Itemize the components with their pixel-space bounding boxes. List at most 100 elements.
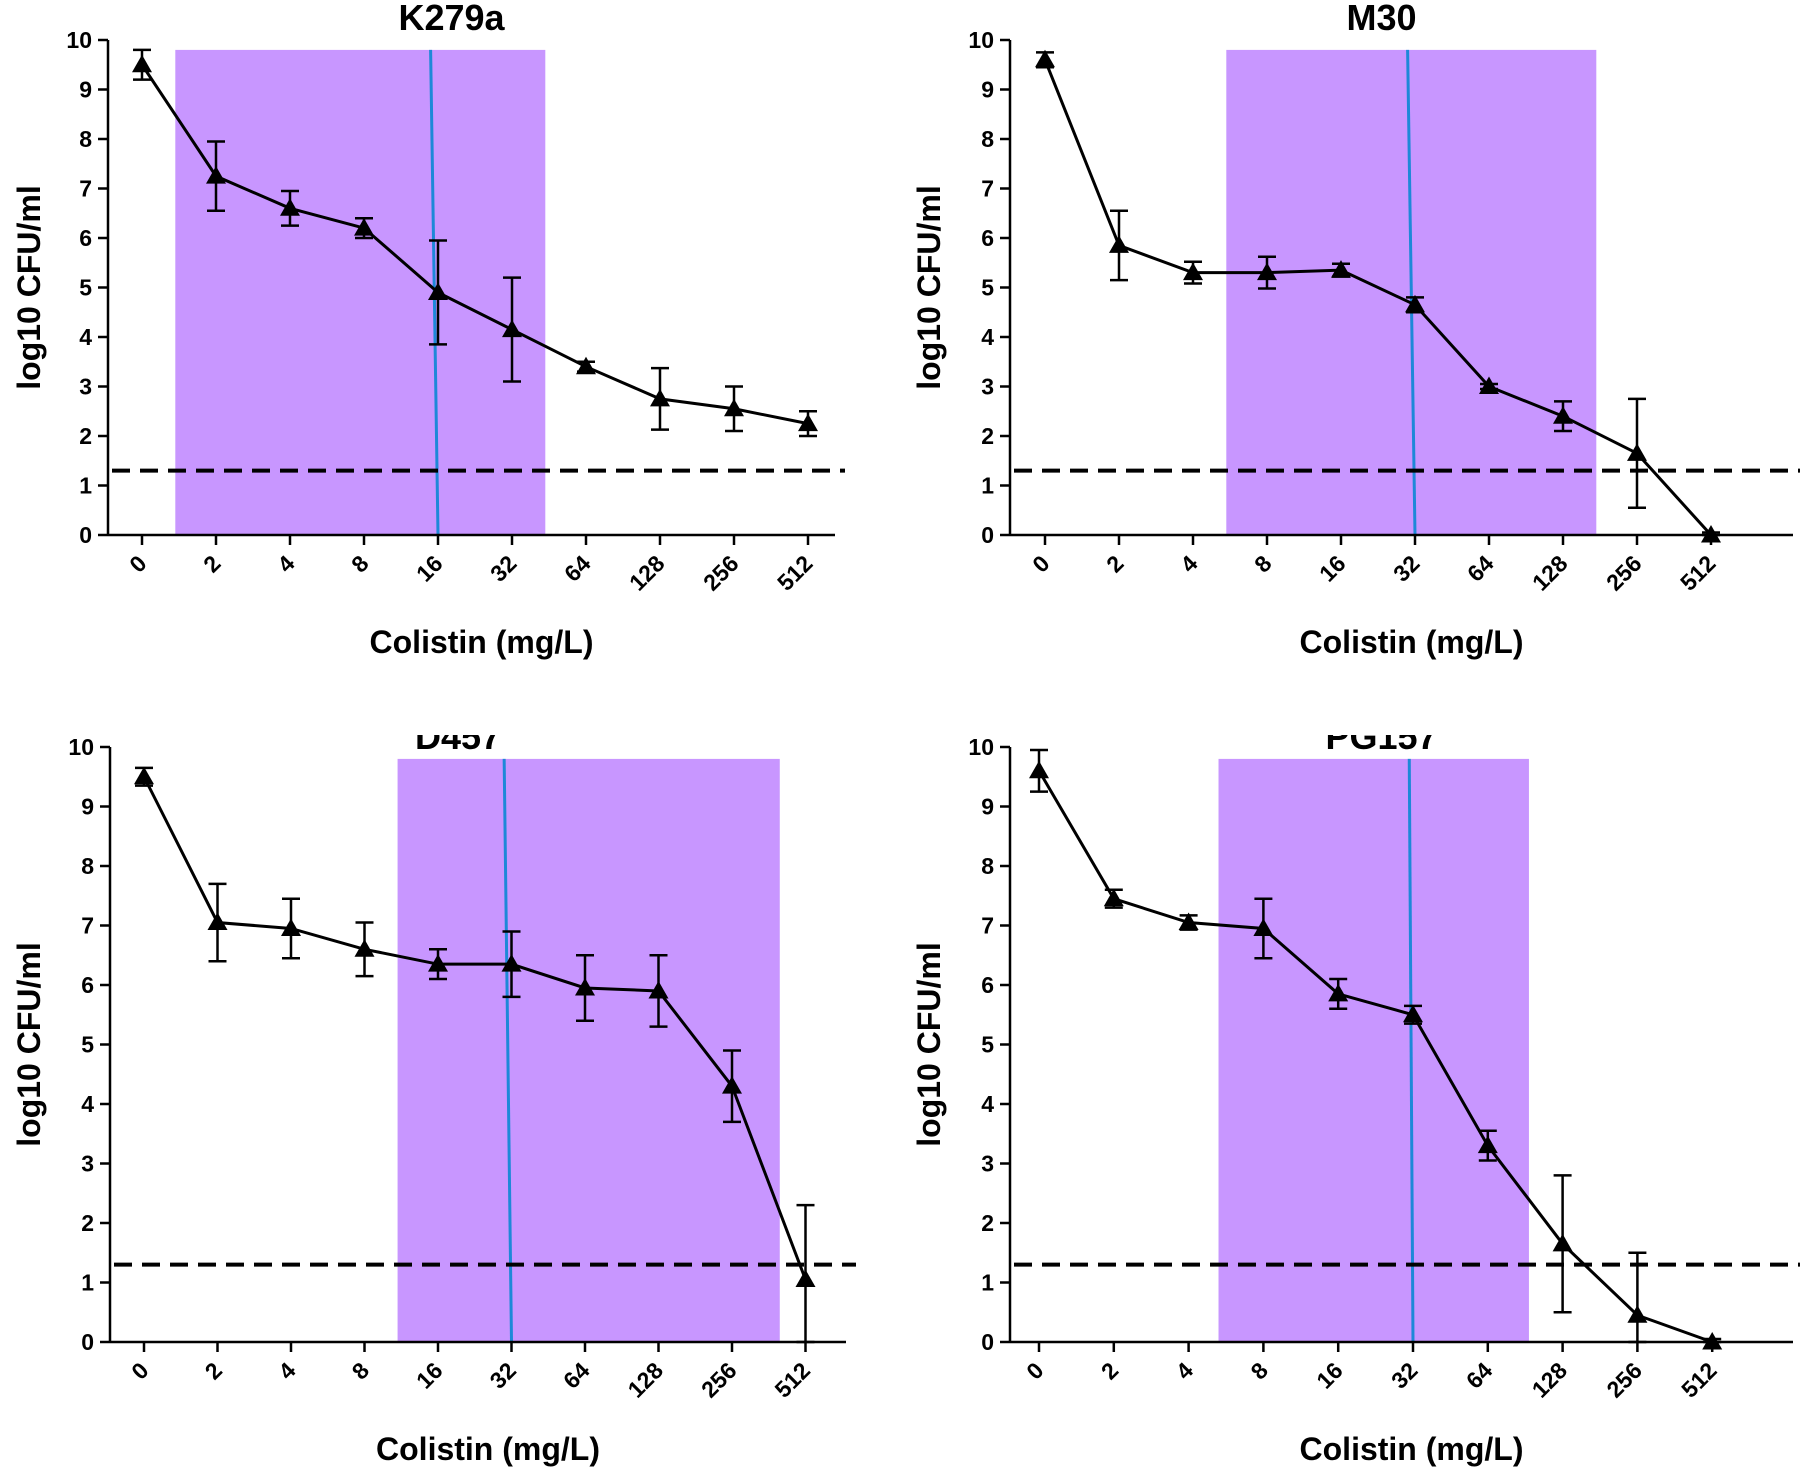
m30-ytick-label-6: 6 xyxy=(981,225,994,251)
m30-xtick-label-32: 32 xyxy=(1388,550,1424,586)
pg157-xtick-label-128: 128 xyxy=(1527,1357,1573,1403)
m30-ytick-label-8: 8 xyxy=(981,126,994,152)
d457-y-axis-title: log10 CFU/ml xyxy=(11,942,47,1146)
k279a-ytick-label-0: 0 xyxy=(79,522,92,548)
pg157-ytick-label-6: 6 xyxy=(981,972,994,998)
pg157-shaded-region xyxy=(1218,758,1529,1342)
k279a-ytick-label-5: 5 xyxy=(79,275,92,301)
d457-marker-4 xyxy=(281,918,301,936)
pg157-point-512 xyxy=(1702,1332,1723,1350)
m30-point-32 xyxy=(1405,294,1425,314)
m30-point-256 xyxy=(1627,397,1647,510)
k279a-xtick-label-8: 8 xyxy=(346,550,374,578)
m30-point-8 xyxy=(1257,255,1277,290)
m30-marker-2 xyxy=(1109,235,1129,253)
pg157-marker-0 xyxy=(1029,760,1049,779)
k279a-point-256 xyxy=(724,385,744,433)
pg157-ytick-label-10: 10 xyxy=(968,735,994,760)
pg157-point-2 xyxy=(1103,888,1124,909)
pg157-series-line xyxy=(1037,770,1713,1344)
chart-panel-pg157: 0 1 2 3 4 5 6 7 8 9 10 0 2 4 8 16 32 64 128 256 512 Colistin … xyxy=(900,735,1800,1473)
k279a-point-2 xyxy=(206,140,226,213)
m30-point-64 xyxy=(1479,376,1499,394)
m30-xtick-label-2: 2 xyxy=(1101,550,1128,577)
d457-xtick-label-256: 256 xyxy=(696,1357,742,1403)
k279a-marker-64 xyxy=(576,356,596,375)
d457-point-4 xyxy=(281,897,301,960)
pg157-marker-16 xyxy=(1328,983,1349,1002)
k279a-point-64 xyxy=(576,356,596,375)
d457-ytick-label-9: 9 xyxy=(81,794,94,820)
d457-point-32 xyxy=(501,930,522,999)
pg157-point-32 xyxy=(1403,1004,1423,1025)
k279a-point-32 xyxy=(502,276,522,383)
pg157-marker-256 xyxy=(1627,1305,1648,1323)
k279a-ytick-label-6: 6 xyxy=(79,225,92,251)
k279a-ytick-label-2: 2 xyxy=(79,423,92,449)
d457-marker-2 xyxy=(207,912,228,931)
pg157-ytick-label-1: 1 xyxy=(981,1270,994,1296)
m30-marker-512 xyxy=(1701,525,1721,543)
m30-xtick-label-16: 16 xyxy=(1314,550,1350,586)
d457-xtick-label-4: 4 xyxy=(273,1357,301,1385)
m30-point-4 xyxy=(1183,260,1203,285)
pg157-xtick-label-8: 8 xyxy=(1246,1357,1274,1385)
m30-point-2 xyxy=(1109,209,1129,282)
k279a-ytick-label-4: 4 xyxy=(79,324,92,350)
pg157-title: PG157 xyxy=(1325,735,1437,757)
m30-xtick-label-4: 4 xyxy=(1175,550,1203,578)
d457-x-axis-title: Colistin (mg/L) xyxy=(376,1431,600,1467)
m30-ytick-label-4: 4 xyxy=(981,324,994,350)
k279a-x-axis-title: Colistin (mg/L) xyxy=(370,624,594,660)
pg157-marker-512 xyxy=(1702,1332,1723,1350)
pg157-xtick-label-256: 256 xyxy=(1601,1357,1647,1403)
pg157-marker-2 xyxy=(1103,888,1124,907)
pg157-marker-32 xyxy=(1403,1004,1423,1023)
d457-xtick-label-16: 16 xyxy=(411,1357,447,1393)
k279a-point-8 xyxy=(354,216,374,240)
d457-xtick-label-8: 8 xyxy=(347,1357,375,1385)
m30-marker-64 xyxy=(1479,376,1499,394)
d457-mic-line xyxy=(502,758,513,1343)
m30-ytick-label-2: 2 xyxy=(981,423,994,449)
d457-title: D457 xyxy=(415,735,501,757)
k279a-point-16 xyxy=(428,239,448,346)
d457-point-256 xyxy=(722,1049,742,1124)
d457-point-128 xyxy=(648,954,669,1028)
m30-marker-0 xyxy=(1035,49,1055,68)
d457-shaded-region xyxy=(397,758,780,1342)
d457-point-512 xyxy=(795,1203,816,1344)
k279a-xtick-label-512: 512 xyxy=(772,550,818,596)
pg157-ytick-label-4: 4 xyxy=(981,1091,994,1117)
m30-mic-line xyxy=(1406,49,1417,536)
m30-ytick-label-9: 9 xyxy=(981,77,994,103)
k279a-xtick-label-64: 64 xyxy=(559,550,596,587)
d457-xtick-label-512: 512 xyxy=(770,1357,816,1403)
pg157-marker-4 xyxy=(1178,912,1199,931)
m30-marker-128 xyxy=(1553,406,1573,424)
d457-ytick-label-4: 4 xyxy=(81,1091,94,1117)
chart-panel-m30: 0 1 2 3 4 5 6 7 8 9 10 0 2 4 8 16 32 64 128 256 512 Colistin … xyxy=(900,0,1800,720)
m30-ytick-label-0: 0 xyxy=(981,522,994,548)
pg157-ytick-label-2: 2 xyxy=(981,1210,994,1236)
k279a-xtick-label-32: 32 xyxy=(485,550,521,586)
pg157-point-256 xyxy=(1627,1251,1648,1344)
pg157-point-0 xyxy=(1029,748,1049,793)
m30-xtick-label-128: 128 xyxy=(1527,550,1573,596)
m30-xtick-label-256: 256 xyxy=(1601,550,1647,596)
d457-point-8 xyxy=(354,921,375,978)
d457-xtick-label-2: 2 xyxy=(200,1357,227,1384)
pg157-ytick-label-3: 3 xyxy=(981,1151,994,1177)
k279a-marker-0 xyxy=(132,54,152,73)
m30-xtick-label-0: 0 xyxy=(1027,550,1054,577)
d457-marker-64 xyxy=(575,977,595,996)
chart-panel-d457: 0 1 2 3 4 5 6 7 8 9 10 0 2 4 8 16 32 64 128 256 512 Colistin … xyxy=(0,735,900,1473)
d457-ytick-label-1: 1 xyxy=(81,1270,94,1296)
k279a-marker-2 xyxy=(206,166,226,184)
m30-ytick-label-3: 3 xyxy=(981,374,994,400)
k279a-xtick-label-4: 4 xyxy=(272,550,300,578)
pg157-point-4 xyxy=(1178,912,1199,931)
d457-xtick-label-0: 0 xyxy=(126,1357,153,1384)
d457-ytick-label-0: 0 xyxy=(81,1329,94,1355)
pg157-point-16 xyxy=(1328,977,1349,1011)
